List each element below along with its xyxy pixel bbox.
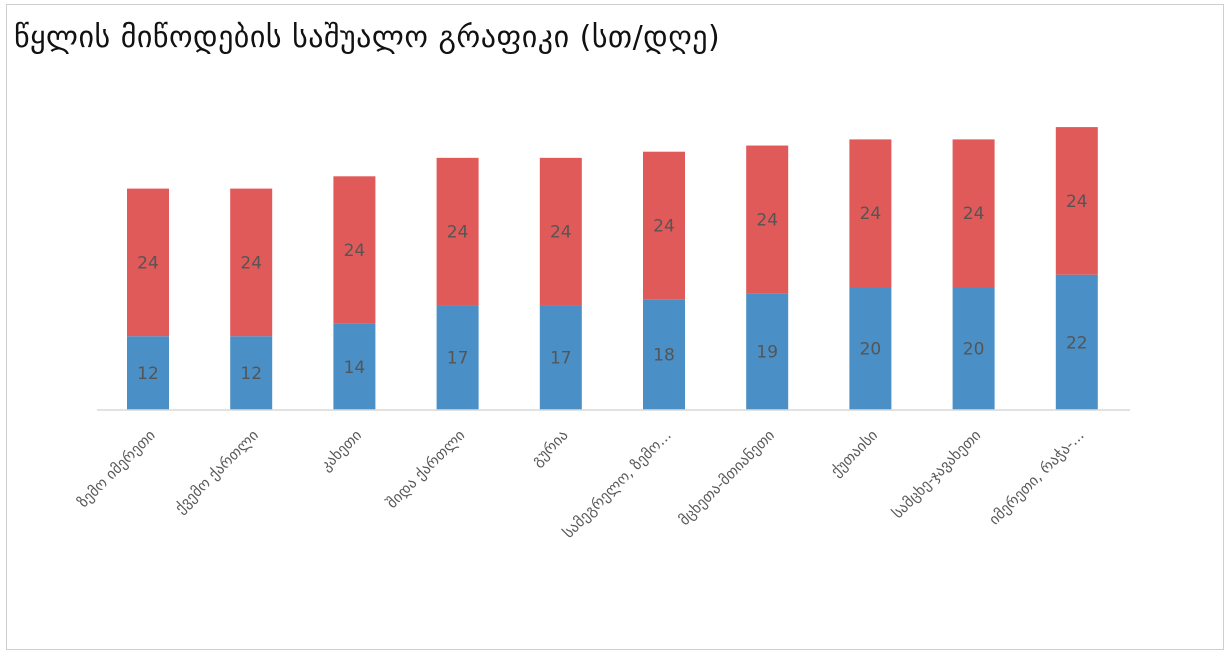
- bar-series1-8: [849, 287, 892, 410]
- category-label-2: ქვემო ქართლი: [171, 426, 262, 517]
- chart-title: წყლის მიწოდების საშუალო გრაფიკი (სთ/დღე): [14, 20, 721, 55]
- data-label-series1-2: 12: [240, 364, 262, 384]
- data-label-series2-7: 24: [756, 210, 778, 230]
- chart-frame: [6, 4, 1224, 650]
- bar-series1-4: [436, 305, 479, 410]
- data-label-series1-9: 20: [963, 340, 985, 360]
- bar-series1-3: [333, 323, 376, 410]
- category-label-4: შიდა ქართლი: [383, 426, 469, 512]
- category-label-8: ქუთაისი: [827, 426, 881, 480]
- bar-series1-2: [230, 336, 273, 410]
- category-label-10: იმერეთი, რაჭა-...: [985, 426, 1087, 528]
- category-label-5: გურია: [528, 426, 572, 470]
- bar-series2-7: [746, 145, 789, 294]
- bar-series2-5: [539, 157, 582, 306]
- category-label-6: სამეგრელო, ზემო...: [559, 426, 675, 542]
- bar-series2-3: [333, 176, 376, 324]
- data-label-series2-10: 24: [1066, 192, 1088, 212]
- category-labels-group: ზემო იმერეთი ქვემო ქართლი კახეთი შიდა ქართლ…: [74, 426, 1088, 542]
- data-label-series2-2: 24: [240, 253, 262, 273]
- bars-group: [127, 127, 1098, 410]
- category-label-3: კახეთი: [317, 426, 366, 475]
- bar-series2-2: [230, 188, 273, 337]
- value-labels-group: 12 24 12 24 14 24 17 24 17 24 18 24 19 24 20 24 20 24 22 24: [137, 192, 1087, 384]
- bar-series2-10: [1055, 127, 1098, 275]
- bar-series1-1: [127, 336, 169, 410]
- bar-series2-4: [436, 157, 479, 306]
- data-label-series1-4: 17: [447, 349, 469, 369]
- bar-series2-6: [643, 151, 685, 300]
- category-label-1: ზემო იმერეთი: [74, 426, 159, 511]
- bar-series1-9: [952, 287, 995, 410]
- data-label-series1-10: 22: [1066, 333, 1088, 353]
- bar-series1-7: [746, 293, 789, 410]
- data-label-series1-5: 17: [550, 349, 572, 369]
- data-label-series2-5: 24: [550, 223, 572, 243]
- data-label-series1-8: 20: [860, 340, 882, 360]
- data-label-series1-7: 19: [756, 343, 778, 363]
- data-label-series2-1: 24: [137, 253, 159, 273]
- data-label-series2-8: 24: [860, 204, 882, 224]
- bar-series1-5: [539, 305, 582, 410]
- data-label-series1-1: 12: [137, 364, 159, 384]
- data-label-series2-3: 24: [344, 241, 366, 261]
- bar-series2-1: [127, 188, 169, 337]
- category-label-7: მცხეთა-მთიანეთი: [675, 426, 778, 529]
- bar-series2-8: [849, 139, 892, 287]
- bar-series1-10: [1055, 274, 1098, 410]
- data-label-series1-3: 14: [344, 358, 366, 378]
- bar-series2-9: [952, 139, 995, 287]
- data-label-series2-4: 24: [447, 223, 469, 243]
- data-label-series2-9: 24: [963, 204, 985, 224]
- data-label-series1-6: 18: [653, 346, 675, 366]
- data-label-series2-6: 24: [653, 217, 675, 237]
- category-label-9: სამცხე-ჯავახეთი: [888, 426, 984, 522]
- bar-series1-6: [643, 299, 685, 410]
